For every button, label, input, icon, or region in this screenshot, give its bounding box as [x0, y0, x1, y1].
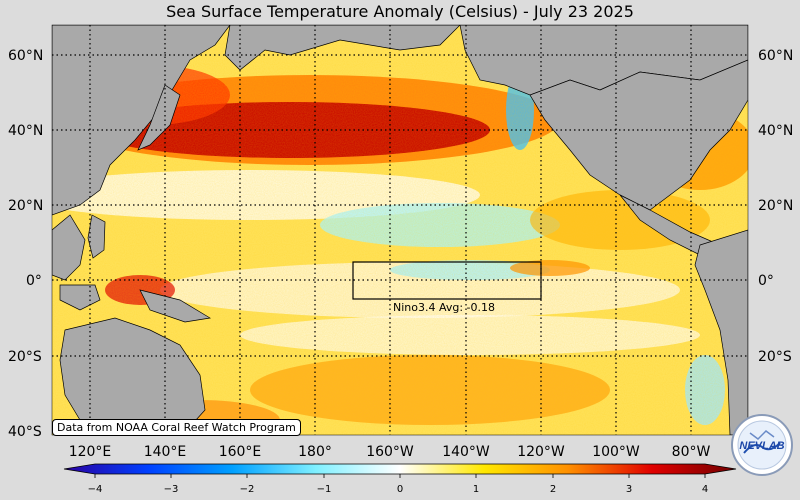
lat-label: 20°S [8, 349, 42, 365]
colorbar-tick-label: −2 [240, 484, 255, 495]
colorbar-tick-label: 3 [626, 484, 632, 495]
map-title: Sea Surface Temperature Anomaly (Celsius… [166, 2, 634, 21]
data-credit: Data from NOAA Coral Reef Watch Program [52, 419, 301, 436]
map-frame [51, 24, 749, 436]
lat-label: 40°N [758, 123, 793, 139]
lat-label: 40°N [8, 123, 43, 139]
graticule [52, 25, 748, 435]
lat-label: 0° [26, 273, 42, 289]
lat-label: 20°S [758, 349, 792, 365]
nino34-box [352, 261, 542, 300]
colorbar: −4 −3 −2 −1 0 1 2 3 4 [63, 463, 737, 495]
lat-label: 20°N [758, 198, 793, 214]
lon-labels: 120°E 140°E 160°E 180° 160°W 140°W 120°W… [69, 444, 711, 460]
lat-labels-left: 60°N 40°N 20°N 0° 20°S 40°S [8, 48, 43, 440]
map-area [52, 25, 748, 435]
lon-label: 140°E [144, 444, 187, 460]
lon-label: 140°W [442, 444, 490, 460]
colorbar-tick-label: 4 [702, 484, 708, 495]
colorbar-tick-label: 0 [397, 484, 403, 495]
lat-label: 60°N [8, 48, 43, 64]
colorbar-tick-label: −4 [88, 484, 103, 495]
lat-labels-right: 60°N 40°N 20°N 0° 20°S [758, 48, 793, 365]
lon-label: 160°W [366, 444, 414, 460]
nevlab-logo: NEVLAB [731, 414, 793, 476]
lon-label: 120°W [517, 444, 565, 460]
lon-label: 160°E [219, 444, 262, 460]
lon-label: 80°W [672, 444, 711, 460]
lon-label: 120°E [69, 444, 112, 460]
land-masses [52, 25, 748, 435]
lon-label: 180° [298, 444, 332, 460]
colorbar-bar [63, 463, 737, 475]
colorbar-tick-label: 1 [473, 484, 479, 495]
colorbar-tick-label: −1 [317, 484, 332, 495]
colorbar-tick-label: −3 [164, 484, 179, 495]
lon-label: 100°W [592, 444, 640, 460]
lat-label: 40°S [8, 424, 42, 440]
lat-label: 20°N [8, 198, 43, 214]
nino34-label: Nino3.4 Avg: -0.18 [393, 301, 495, 314]
lat-label: 60°N [758, 48, 793, 64]
lat-label: 0° [758, 273, 774, 289]
svg-text:NEVLAB: NEVLAB [739, 440, 784, 452]
colorbar-tick-label: 2 [550, 484, 556, 495]
